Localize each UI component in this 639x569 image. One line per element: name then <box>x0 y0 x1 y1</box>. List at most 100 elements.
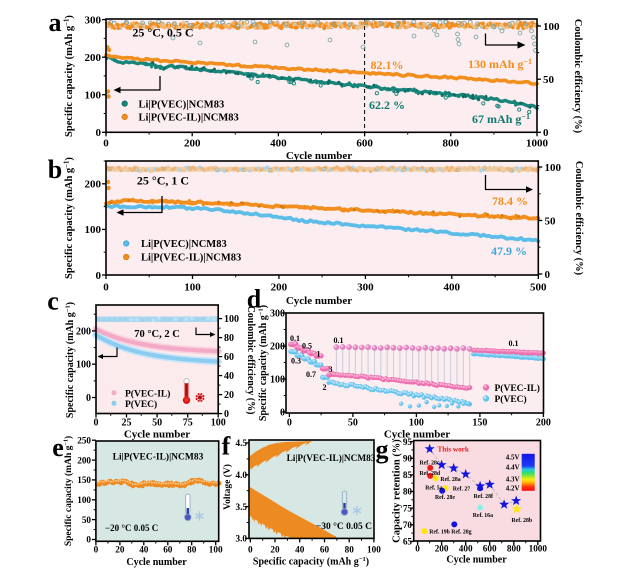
svg-text:4.5V: 4.5V <box>506 453 520 461</box>
svg-text:0: 0 <box>545 269 551 281</box>
svg-text:600: 600 <box>356 138 373 150</box>
svg-text:Ref. 28a: Ref. 28a <box>440 477 460 483</box>
svg-text:1000: 1000 <box>529 544 548 554</box>
svg-text:−30 °C 0.05 C: −30 °C 0.05 C <box>316 521 372 532</box>
svg-text:Ref. 16a: Ref. 16a <box>473 513 493 519</box>
svg-text:80: 80 <box>345 544 355 554</box>
svg-text:Li|P(VEC-IL)|NCM83: Li|P(VEC-IL)|NCM83 <box>113 452 204 463</box>
svg-text:Cycle number: Cycle number <box>286 295 352 307</box>
svg-text:Specific capacity (mAh g−1): Specific capacity (mAh g−1) <box>63 15 75 137</box>
svg-text:3.5: 3.5 <box>236 502 248 512</box>
svg-text:0: 0 <box>103 282 109 294</box>
svg-text:P(VEC-IL): P(VEC-IL) <box>125 388 170 399</box>
svg-text:50: 50 <box>545 215 557 227</box>
svg-text:60: 60 <box>320 544 330 554</box>
svg-text:Capacity retention (%): Capacity retention (%) <box>392 439 403 543</box>
svg-text:g: g <box>376 435 389 464</box>
svg-text:100: 100 <box>270 375 285 386</box>
svg-text:Specific capacity (mAh g−1): Specific capacity (mAh g−1) <box>258 305 270 421</box>
svg-text:3.0: 3.0 <box>236 534 248 544</box>
svg-text:Voltage (V): Voltage (V) <box>222 464 233 510</box>
svg-text:P(VEC): P(VEC) <box>495 394 527 405</box>
svg-text:60: 60 <box>224 352 234 363</box>
svg-text:Specific capacity (mAh g−1): Specific capacity (mAh g−1) <box>63 436 74 546</box>
svg-text:Specific capacity (mAh g−1): Specific capacity (mAh g−1) <box>65 302 77 418</box>
svg-text:4.0: 4.0 <box>236 470 248 480</box>
svg-text:0.5: 0.5 <box>302 342 312 351</box>
svg-text:e: e <box>52 433 64 462</box>
svg-text:90: 90 <box>403 453 413 463</box>
svg-text:Ref. 28f: Ref. 28f <box>474 494 493 500</box>
svg-text:67 mAh g−1: 67 mAh g−1 <box>472 112 530 126</box>
svg-text:200: 200 <box>536 418 551 429</box>
svg-text:Ref. 28d: Ref. 28d <box>420 471 441 477</box>
svg-text:300: 300 <box>85 14 102 26</box>
svg-text:100: 100 <box>543 21 560 33</box>
svg-text:0: 0 <box>224 409 229 420</box>
svg-text:a: a <box>49 8 62 37</box>
svg-text:80: 80 <box>224 333 234 344</box>
svg-text:0: 0 <box>86 393 91 404</box>
svg-text:Coulombic efficiency (%): Coulombic efficiency (%) <box>245 306 256 415</box>
svg-text:50: 50 <box>348 418 358 429</box>
svg-text:0: 0 <box>94 544 99 554</box>
svg-text:600: 600 <box>483 544 497 554</box>
svg-text:0.1: 0.1 <box>290 334 300 343</box>
svg-text:70 °C, 2 C: 70 °C, 2 C <box>134 329 180 340</box>
svg-text:200: 200 <box>76 326 91 337</box>
svg-text:200: 200 <box>271 282 288 294</box>
svg-text:20: 20 <box>270 544 280 554</box>
svg-text:20: 20 <box>224 390 234 401</box>
svg-text:Li|P(VEC-IL)|NCM83: Li|P(VEC-IL)|NCM83 <box>287 453 376 464</box>
svg-text:300: 300 <box>270 309 285 320</box>
svg-text:800: 800 <box>507 544 521 554</box>
svg-text:1000: 1000 <box>526 138 549 150</box>
svg-text:200: 200 <box>85 52 102 64</box>
svg-text:0: 0 <box>94 418 99 429</box>
svg-text:0.3: 0.3 <box>291 357 301 366</box>
svg-text:Specific capacity (mAh g−1): Specific capacity (mAh g−1) <box>63 157 75 279</box>
svg-text:Ref. 28g: Ref. 28g <box>451 529 471 535</box>
svg-text:4.5: 4.5 <box>236 438 248 448</box>
svg-text:65: 65 <box>403 537 413 547</box>
svg-text:Ref. 28e: Ref. 28e <box>435 495 455 501</box>
svg-text:20: 20 <box>115 544 125 554</box>
svg-text:100: 100 <box>409 418 424 429</box>
svg-text:0: 0 <box>280 408 285 419</box>
svg-text:Ref. 27: Ref. 27 <box>453 486 470 492</box>
svg-text:100: 100 <box>76 360 91 371</box>
svg-text:130 mAh g−1: 130 mAh g−1 <box>468 57 532 71</box>
svg-text:85: 85 <box>403 470 413 480</box>
svg-text:25 °C, 0.5 C: 25 °C, 0.5 C <box>132 26 193 40</box>
svg-text:0: 0 <box>543 127 549 139</box>
svg-text:80: 80 <box>403 487 413 497</box>
svg-text:b: b <box>48 155 62 184</box>
svg-text:Cycle number: Cycle number <box>126 557 187 568</box>
svg-text:0: 0 <box>96 270 102 282</box>
svg-text:800: 800 <box>443 138 460 150</box>
svg-text:200: 200 <box>85 179 102 191</box>
svg-text:Ref. 28c: Ref. 28c <box>420 460 440 466</box>
svg-text:100: 100 <box>209 544 223 554</box>
svg-text:500: 500 <box>530 282 547 294</box>
svg-text:Ref. 19b: Ref. 19b <box>429 529 450 535</box>
svg-text:2: 2 <box>323 383 327 392</box>
svg-text:Li|P(VEC-IL)|NCM83: Li|P(VEC-IL)|NCM83 <box>141 253 241 264</box>
svg-text:P(VEC): P(VEC) <box>125 399 157 410</box>
svg-text:150: 150 <box>472 418 487 429</box>
svg-text:78.4 %: 78.4 % <box>492 194 528 208</box>
svg-text:This work: This work <box>438 446 469 454</box>
svg-text:f: f <box>222 432 231 461</box>
svg-text:50: 50 <box>82 515 92 525</box>
svg-text:0.1: 0.1 <box>334 336 344 345</box>
svg-text:0: 0 <box>96 127 102 139</box>
svg-text:0: 0 <box>415 544 420 554</box>
svg-text:200: 200 <box>270 342 285 353</box>
svg-text:0: 0 <box>248 544 253 554</box>
svg-text:100: 100 <box>211 418 226 429</box>
svg-text:Li|P(VEC)|NCM83: Li|P(VEC)|NCM83 <box>139 99 225 110</box>
svg-text:Cycle number: Cycle number <box>446 555 507 566</box>
svg-text:200: 200 <box>77 455 91 465</box>
svg-text:0.1: 0.1 <box>509 339 519 348</box>
svg-text:100: 100 <box>184 282 201 294</box>
